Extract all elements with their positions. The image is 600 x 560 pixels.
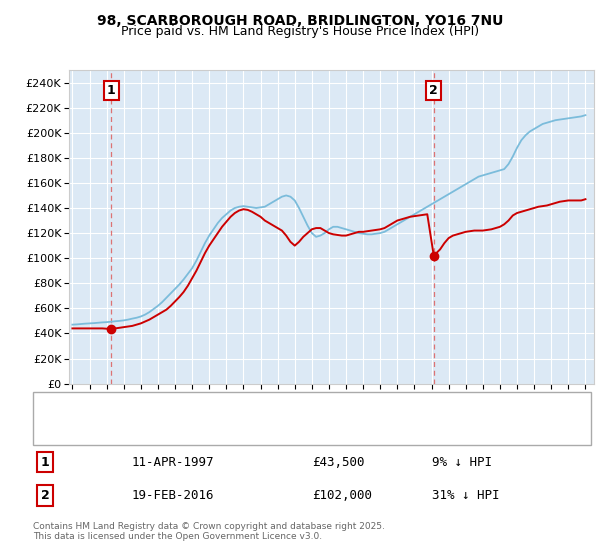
Text: 11-APR-1997: 11-APR-1997 (132, 455, 215, 469)
Text: 1: 1 (107, 84, 116, 97)
Legend: 98, SCARBOROUGH ROAD, BRIDLINGTON, YO16 7NU (semi-detached house), HPI: Average : 98, SCARBOROUGH ROAD, BRIDLINGTON, YO16 … (44, 400, 511, 437)
Text: 9% ↓ HPI: 9% ↓ HPI (432, 455, 492, 469)
Text: 31% ↓ HPI: 31% ↓ HPI (432, 489, 499, 502)
Text: £43,500: £43,500 (312, 455, 365, 469)
Text: Contains HM Land Registry data © Crown copyright and database right 2025.
This d: Contains HM Land Registry data © Crown c… (33, 522, 385, 542)
Text: 98, SCARBOROUGH ROAD, BRIDLINGTON, YO16 7NU: 98, SCARBOROUGH ROAD, BRIDLINGTON, YO16 … (97, 14, 503, 28)
Text: 2: 2 (430, 84, 438, 97)
Text: 1: 1 (41, 455, 49, 469)
Text: 19-FEB-2016: 19-FEB-2016 (132, 489, 215, 502)
Text: Price paid vs. HM Land Registry's House Price Index (HPI): Price paid vs. HM Land Registry's House … (121, 25, 479, 38)
Text: 2: 2 (41, 489, 49, 502)
Text: £102,000: £102,000 (312, 489, 372, 502)
